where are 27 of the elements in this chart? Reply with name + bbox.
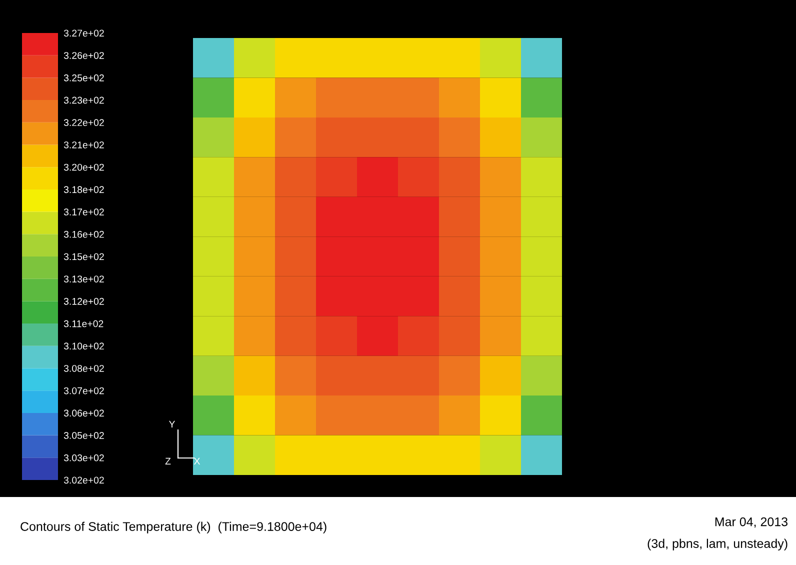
- annotation: X: [194, 458, 200, 465]
- color-bar-label: 3.20e+02: [64, 164, 104, 171]
- color-bar-label: 3.23e+02: [64, 96, 104, 104]
- color-bar-label: 3.25e+02: [64, 74, 104, 82]
- color-bar-label: 3.17e+02: [64, 208, 104, 216]
- color-bar-label: 3.03e+02: [64, 454, 104, 462]
- color-bar-label: 3.18e+02: [64, 186, 104, 194]
- color-bar-label: 3.21e+02: [64, 141, 104, 148]
- color-bar-label: 3.16e+02: [64, 230, 104, 238]
- color-bar-label: 3.05e+02: [64, 432, 104, 439]
- color-bar-label: 3.26e+02: [64, 52, 104, 59]
- color-bar-label: 3.27e+02: [64, 30, 104, 37]
- color-bar-label: 3.07e+02: [64, 387, 104, 394]
- color-bar-label: 3.10e+02: [64, 342, 104, 350]
- color-bar-label: 3.15e+02: [64, 253, 104, 260]
- color-bar-label: 3.08e+02: [64, 364, 104, 372]
- color-bar-label: 3.12e+02: [64, 298, 104, 305]
- color-bar-label: 3.13e+02: [64, 276, 104, 282]
- text: Contours of Static Temperature (k) (Time=9.1800e+04): [20, 522, 326, 534]
- color-bar-label: 3.11e+02: [64, 320, 104, 328]
- color-bar-label: 3.02e+02: [64, 476, 104, 484]
- text: Z: [165, 458, 171, 465]
- text: (3d, pbns, lam, unsteady): [648, 538, 788, 550]
- color-bar-label: 3.06e+02: [64, 410, 104, 417]
- color-bar-label: 3.22e+02: [64, 119, 104, 126]
- text: Y: [168, 420, 176, 428]
- text: Mar 04, 2013: [715, 517, 788, 528]
